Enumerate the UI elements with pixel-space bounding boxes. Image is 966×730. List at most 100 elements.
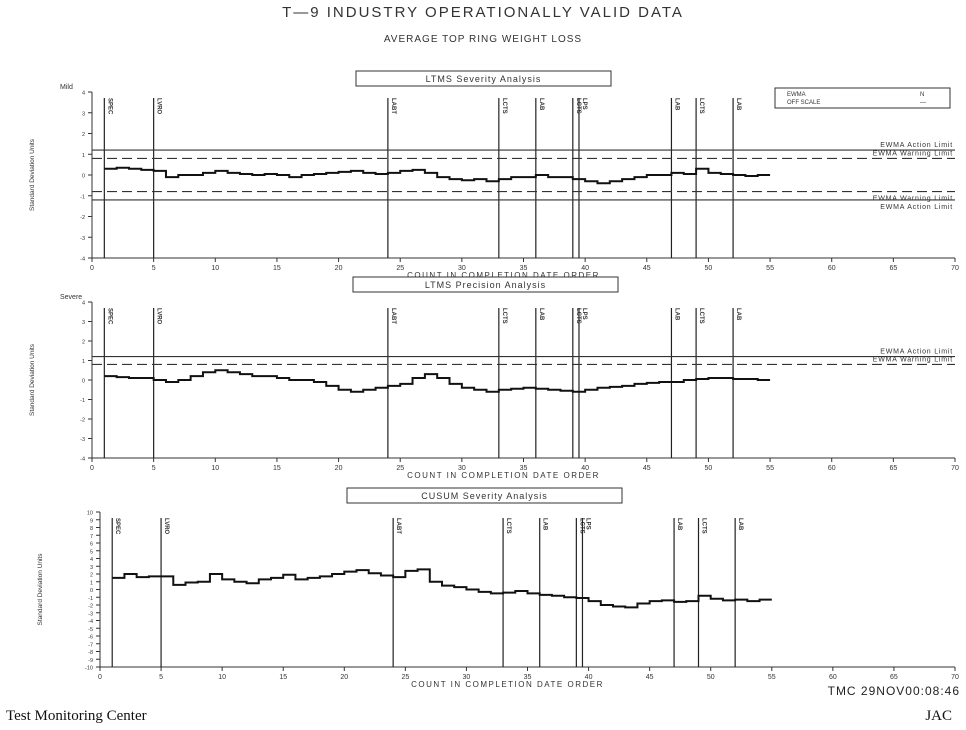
x-tick-label: 5: [152, 465, 156, 472]
x-tick-label: 60: [828, 265, 836, 272]
x-tick-label: 25: [396, 265, 404, 272]
report-subtitle: AVERAGE TOP RING WEIGHT LOSS: [383, 34, 583, 45]
x-tick-label: 60: [829, 674, 837, 681]
x-tick-label: 35: [520, 265, 528, 272]
y-tick-label: 3: [82, 111, 85, 117]
x-tick-label: 55: [768, 674, 776, 681]
x-tick-label: 40: [581, 265, 589, 272]
event-label: LAB: [735, 98, 741, 111]
x-axis-label: COUNT IN COMPLETION DATE ORDER: [407, 271, 600, 280]
x-tick-label: 5: [152, 265, 156, 272]
x-axis-label: COUNT IN COMPLETION DATE ORDER: [407, 471, 600, 480]
y-tick-label: -3: [80, 437, 85, 443]
y-tick-label: -1: [80, 398, 85, 404]
x-tick-label: 0: [98, 674, 102, 681]
series-line: [104, 369, 771, 393]
y-tick-label: 1: [90, 580, 93, 586]
x-tick-label: 20: [335, 465, 343, 472]
x-tick-label: 55: [766, 465, 774, 472]
y-axis-label: Standard Deviation Units: [29, 343, 36, 416]
x-tick-label: 50: [705, 265, 713, 272]
x-tick-label: 65: [889, 265, 897, 272]
x-tick-label: 35: [524, 674, 532, 681]
y-tick-label: 1: [82, 359, 85, 365]
top-axis-label: Mild: [60, 84, 73, 91]
x-tick-label: 45: [643, 465, 651, 472]
y-tick-label: 3: [82, 320, 85, 326]
y-tick-label: 7: [90, 534, 93, 540]
x-tick-label: 25: [396, 465, 404, 472]
limit-label: EWMA Action Limit: [880, 204, 953, 211]
event-label: LCTS: [575, 308, 581, 324]
y-tick-label: 2: [82, 132, 85, 138]
legend-entry-label: OFF SCALE: [787, 100, 820, 106]
chart-title-box: [352, 276, 619, 293]
event-label: LCTS: [501, 98, 507, 114]
event-label: LCTS: [701, 518, 707, 534]
x-tick-label: 70: [951, 674, 959, 681]
event-label: LCTS: [575, 98, 581, 114]
event-label: LAB: [538, 98, 544, 111]
y-tick-label: -2: [88, 604, 93, 610]
y-tick-label: 2: [90, 573, 93, 579]
x-tick-label: 50: [707, 674, 715, 681]
x-tick-label: 45: [646, 674, 654, 681]
event-label: LPS: [581, 98, 587, 110]
event-label: LVRO: [156, 98, 162, 115]
event-label: LABT: [395, 518, 401, 534]
y-tick-label: 4: [82, 91, 85, 97]
x-tick-label: 70: [951, 465, 959, 472]
x-tick-label: 15: [279, 674, 287, 681]
event-label: LAB: [735, 308, 741, 321]
chart-title-box: [346, 487, 623, 504]
event-label: LCTS: [698, 308, 704, 324]
y-tick-label: -7: [88, 642, 93, 648]
limit-label: EWMA Warning Limit: [873, 196, 953, 203]
x-tick-label: 40: [581, 465, 589, 472]
x-tick-label: 30: [458, 265, 466, 272]
y-tick-label: -1: [80, 194, 85, 200]
chart-title-box: [355, 70, 612, 87]
event-label: LAB: [673, 308, 679, 321]
x-tick-label: 60: [828, 465, 836, 472]
x-axis-label: COUNT IN COMPLETION DATE ORDER: [411, 680, 604, 689]
legend-entry-label: EWMA: [787, 92, 806, 98]
y-tick-label: 0: [82, 174, 85, 180]
event-label: LVRO: [163, 518, 169, 535]
event-label: LVRO: [156, 308, 162, 325]
y-tick-label: 4: [82, 301, 85, 307]
y-tick-label: 10: [87, 511, 93, 517]
y-tick-label: 3: [90, 565, 93, 571]
y-tick-label: 0: [82, 379, 85, 385]
x-tick-label: 65: [889, 465, 897, 472]
y-axis-label: Standard Deviation Units: [37, 553, 44, 626]
event-label: LCTS: [505, 518, 511, 534]
limit-label: EWMA Warning Limit: [873, 356, 953, 363]
x-tick-label: 10: [218, 674, 226, 681]
y-tick-label: -2: [80, 215, 85, 221]
event-label: SPEC: [114, 518, 120, 535]
limit-label: EWMA Action Limit: [880, 142, 953, 149]
y-tick-label: 8: [90, 526, 93, 532]
x-tick-label: 15: [273, 465, 281, 472]
event-label: SPEC: [106, 98, 112, 115]
event-label: LABT: [390, 98, 396, 114]
y-axis-label: Standard Deviation Units: [29, 138, 36, 211]
x-tick-label: 20: [340, 674, 348, 681]
chart-title: CUSUM Severity Analysis: [421, 491, 548, 501]
y-tick-label: 1: [82, 153, 85, 159]
y-tick-label: -1: [88, 596, 93, 602]
y-tick-label: -4: [88, 619, 93, 625]
y-tick-label: 4: [90, 557, 93, 563]
x-tick-label: 30: [458, 465, 466, 472]
x-tick-label: 70: [951, 265, 959, 272]
x-tick-label: 40: [585, 674, 593, 681]
event-label: LPS: [584, 518, 590, 530]
x-tick-label: 45: [643, 265, 651, 272]
event-label: LCTS: [501, 308, 507, 324]
x-tick-label: 50: [705, 465, 713, 472]
x-tick-label: 25: [401, 674, 409, 681]
chart-title: LTMS Precision Analysis: [425, 280, 546, 290]
timestamp-stamp: TMC 29NOV00:08:46: [827, 684, 960, 698]
